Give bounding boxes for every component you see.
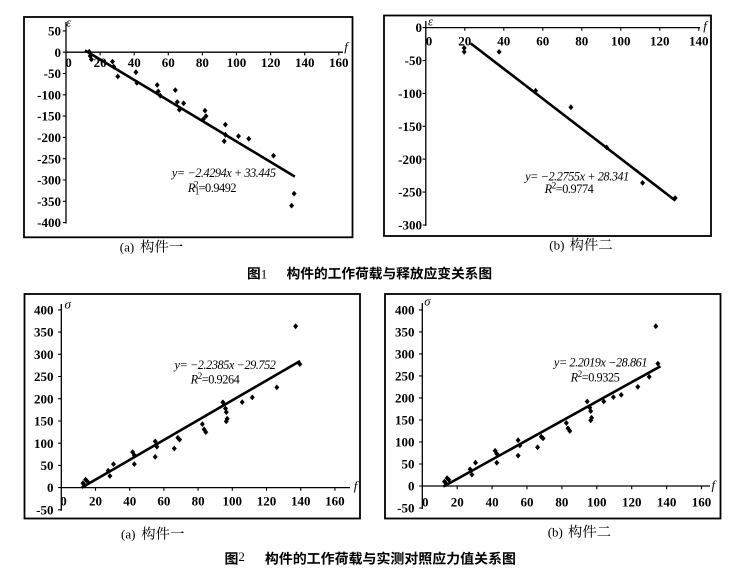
svg-text:100: 100: [223, 494, 243, 509]
svg-text:-100: -100: [398, 86, 422, 101]
svg-text:-200: -200: [37, 130, 61, 145]
svg-text:140: 140: [295, 55, 315, 70]
svg-text:-100: -100: [37, 87, 61, 102]
svg-text:(a): (a): [121, 527, 135, 542]
svg-text:160: 160: [325, 494, 345, 509]
svg-text:(b): (b): [548, 525, 563, 540]
svg-text:-200: -200: [398, 152, 422, 167]
svg-text:-350: -350: [37, 194, 61, 209]
svg-text:60: 60: [521, 495, 534, 510]
svg-text:160: 160: [692, 495, 712, 510]
svg-text:50: 50: [48, 24, 61, 39]
svg-text:120: 120: [650, 34, 670, 49]
svg-text:-50: -50: [397, 501, 414, 516]
svg-text:400: 400: [395, 303, 415, 318]
svg-text:20: 20: [458, 34, 471, 49]
svg-text:250: 250: [34, 369, 54, 384]
svg-text:150: 150: [34, 414, 54, 429]
svg-text:R2=0.9264: R2=0.9264: [190, 371, 240, 387]
svg-text:140: 140: [657, 495, 677, 510]
svg-text:σ: σ: [65, 297, 72, 312]
svg-text:200: 200: [34, 391, 54, 406]
svg-text:50: 50: [41, 458, 54, 473]
svg-text:200: 200: [395, 391, 415, 406]
svg-text:20: 20: [89, 494, 102, 509]
svg-text:y= −2.4294x + 33.445: y= −2.4294x + 33.445: [170, 166, 276, 180]
svg-text:40: 40: [486, 495, 499, 510]
svg-text:250: 250: [395, 369, 415, 384]
svg-text:f: f: [354, 478, 360, 493]
svg-text:R2=0.9774: R2=0.9774: [544, 181, 594, 197]
svg-text:f: f: [712, 478, 718, 493]
svg-text:0: 0: [408, 479, 415, 494]
svg-text:-150: -150: [37, 109, 61, 124]
svg-text:-150: -150: [398, 119, 422, 134]
svg-text:80: 80: [575, 34, 588, 49]
svg-text:R12=0.9492: R12=0.9492: [187, 180, 237, 197]
svg-text:-400: -400: [37, 215, 61, 230]
svg-text:ε: ε: [428, 15, 433, 29]
svg-text:80: 80: [555, 495, 568, 510]
svg-text:350: 350: [395, 325, 415, 340]
svg-text:350: 350: [34, 325, 54, 340]
svg-text:100: 100: [34, 436, 54, 451]
svg-text:2: 2: [238, 549, 245, 564]
svg-text:140: 140: [689, 34, 709, 49]
svg-text:300: 300: [395, 347, 415, 362]
svg-text:20: 20: [94, 55, 107, 70]
svg-text:0: 0: [426, 34, 433, 49]
svg-text:0: 0: [47, 480, 54, 495]
svg-text:σ: σ: [424, 295, 431, 309]
svg-text:60: 60: [157, 494, 170, 509]
svg-text:0: 0: [60, 494, 67, 509]
svg-text:100: 100: [587, 495, 607, 510]
svg-text:120: 120: [257, 494, 277, 509]
svg-text:120: 120: [622, 495, 642, 510]
svg-text:60: 60: [536, 34, 549, 49]
svg-text:-250: -250: [398, 185, 422, 200]
svg-text:40: 40: [123, 494, 136, 509]
svg-text:0: 0: [422, 495, 429, 510]
svg-text:-50: -50: [44, 66, 61, 81]
svg-text:100: 100: [395, 435, 415, 450]
svg-text:100: 100: [611, 34, 631, 49]
svg-text:(b): (b): [549, 238, 564, 253]
svg-text:(a): (a): [120, 240, 134, 255]
svg-text:100: 100: [227, 55, 247, 70]
svg-text:80: 80: [196, 55, 209, 70]
svg-text:80: 80: [192, 494, 205, 509]
svg-text:y= −2.2755x + 28.341: y= −2.2755x + 28.341: [523, 169, 629, 183]
svg-text:ε: ε: [66, 16, 71, 30]
svg-text:0: 0: [55, 45, 62, 60]
svg-text:120: 120: [261, 55, 281, 70]
svg-text:300: 300: [34, 347, 54, 362]
svg-text:y= 2.2019x −28.861: y= 2.2019x −28.861: [552, 355, 647, 369]
svg-text:-300: -300: [37, 173, 61, 188]
svg-text:-50: -50: [405, 53, 422, 68]
svg-text:0: 0: [416, 20, 423, 35]
svg-text:40: 40: [497, 34, 510, 49]
svg-text:R2=0.9325: R2=0.9325: [570, 369, 620, 385]
svg-text:140: 140: [291, 494, 311, 509]
svg-text:f: f: [344, 39, 350, 54]
svg-text:-300: -300: [398, 218, 422, 233]
svg-text:-50: -50: [36, 502, 53, 517]
svg-text:20: 20: [451, 495, 464, 510]
svg-text:f: f: [703, 18, 709, 33]
svg-text:-250: -250: [37, 151, 61, 166]
svg-text:50: 50: [402, 457, 415, 472]
svg-text:400: 400: [34, 303, 54, 318]
svg-text:150: 150: [395, 413, 415, 428]
svg-text:0: 0: [65, 55, 72, 70]
svg-text:y= −2.2385x −29.752: y= −2.2385x −29.752: [172, 358, 275, 372]
svg-text:60: 60: [162, 55, 175, 70]
svg-text:40: 40: [128, 55, 141, 70]
svg-text:160: 160: [329, 55, 349, 70]
svg-text:1: 1: [261, 266, 268, 281]
